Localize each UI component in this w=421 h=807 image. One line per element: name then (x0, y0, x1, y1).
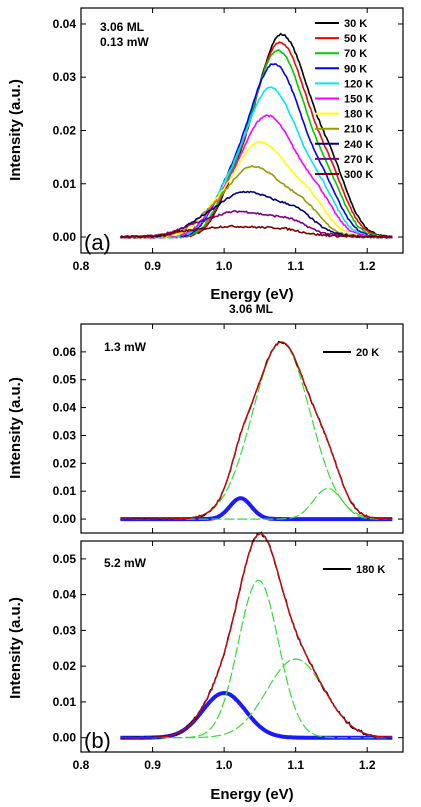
y-tick-label: 0.02 (53, 456, 77, 470)
y-tick-label: 0.05 (53, 552, 77, 566)
x-tick-label: 0.8 (73, 758, 90, 772)
panel-b-top: 3.06 ML 0.00 0.01 0.02 0.03 0.04 0.05 0.06 1.3… (7, 302, 404, 534)
y-tick-label: 0.05 (53, 373, 77, 387)
panel-a-annotation-power: 0.13 mW (100, 35, 149, 49)
y-tick-label: 0.01 (53, 695, 77, 709)
panel-b-bottom-ylabel: Intensity (a.u.) (7, 597, 24, 699)
panel-b-bottom-legend-label: 180 K (356, 564, 385, 576)
legend-label: 180 K (344, 109, 373, 121)
x-tick-label: 1.2 (359, 259, 376, 273)
fit-sum-curve (120, 341, 393, 520)
x-tick-label: 1.0 (216, 758, 233, 772)
x-tick-label: 1.2 (359, 758, 376, 772)
panel-b-top-ylabel: Intensity (a.u.) (7, 377, 24, 479)
panel-b-bottom-ticks: 0.00 0.01 0.02 0.03 0.04 0.05 0.8 0.9 1.0 1.1 1.2 (53, 541, 403, 772)
legend-label: 70 K (344, 48, 367, 60)
x-tick-label: 0.9 (144, 758, 161, 772)
y-tick-label: 0.00 (53, 512, 77, 526)
x-tick-label: 1.1 (287, 259, 304, 273)
panel-b-letter: (b) (84, 728, 111, 753)
panel-b-top-ticks: 0.00 0.01 0.02 0.03 0.04 0.05 0.06 (53, 324, 403, 533)
fit-component-green (120, 579, 393, 739)
panel-a-xlabel: Energy (eV) (210, 286, 293, 303)
panel-b-bottom-xlabel: Energy (eV) (210, 786, 293, 803)
panel-b-title: 3.06 ML (229, 302, 273, 316)
y-tick-label: 0.06 (53, 345, 77, 359)
legend-label: 240 K (344, 139, 373, 151)
y-tick-label: 0.01 (53, 484, 77, 498)
y-tick-label: 0.02 (53, 659, 77, 673)
panel-a-ticks: 0.00 0.01 0.02 0.03 0.04 0.8 0.9 1.0 1.1 1.2 (53, 8, 403, 273)
panel-b-bottom-curves (120, 531, 393, 740)
panel-b-bottom-annotation-power: 5.2 mW (104, 556, 147, 570)
x-tick-label: 1.1 (287, 758, 304, 772)
series-line-300-K (120, 224, 393, 239)
legend-label: 120 K (344, 78, 373, 90)
x-tick-label: 0.8 (73, 259, 90, 273)
legend-label: 150 K (344, 94, 373, 106)
panel-a-series-lines (119, 32, 393, 240)
legend-label: 300 K (344, 169, 373, 181)
legend-label: 50 K (344, 33, 367, 45)
panel-a-annotation-coverage: 3.06 ML (100, 20, 144, 34)
y-tick-label: 0.00 (53, 731, 77, 745)
fit-component-green (120, 341, 393, 520)
y-tick-label: 0.01 (53, 177, 77, 191)
panel-b-top-curves (120, 340, 393, 522)
panel-b-bottom-frame (80, 540, 404, 753)
legend-label: 90 K (344, 63, 367, 75)
y-tick-label: 0.00 (53, 230, 77, 244)
panel-b-top-legend-label: 20 K (356, 347, 379, 359)
panel-a-ylabel: Intensity (a.u.) (7, 79, 24, 181)
measured-spectrum (120, 340, 393, 521)
y-tick-label: 0.03 (53, 623, 77, 637)
y-tick-label: 0.04 (53, 401, 77, 415)
panel-b-bottom: 0.000.010.020.030.040.050.8 0.9 1.0 1.1 1.2 … (7, 531, 404, 803)
y-tick-label: 0.03 (53, 428, 77, 442)
y-tick-label: 0.03 (53, 70, 77, 84)
legend-label: 270 K (344, 154, 373, 166)
panel-b-top-frame (80, 323, 404, 534)
y-tick-label: 0.02 (53, 124, 77, 138)
fit-component-blue (120, 690, 393, 740)
x-tick-label: 1.0 (216, 259, 233, 273)
legend-label: 30 K (344, 18, 367, 30)
panel-b-top-annotation-power: 1.3 mW (104, 340, 147, 354)
x-tick-label: 0.9 (144, 259, 161, 273)
panel-a-legend: 30 K 50 K 70 K 90 K 120 K 150 K 180 K 210 K 240 … (315, 18, 373, 181)
legend-label: 210 K (344, 124, 373, 136)
y-tick-label: 0.04 (53, 17, 77, 31)
panel-a-letter: (a) (84, 230, 111, 255)
panel-a: 0.00 0.01 0.02 0.03 0.04 0.8 0.9 1.0 1.1 1.2 3.06… (7, 7, 404, 303)
fit-sum-curve (120, 532, 393, 739)
y-tick-label: 0.04 (53, 588, 77, 602)
